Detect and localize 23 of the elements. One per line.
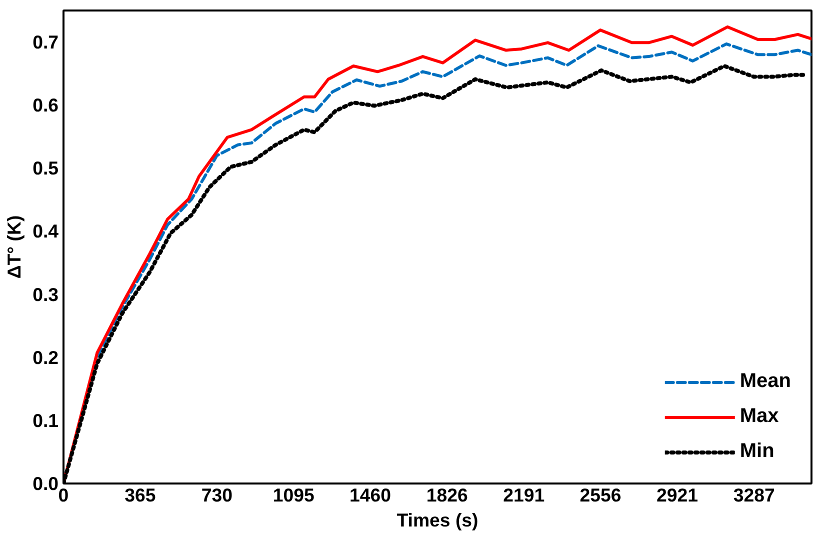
y-tick-label: 0.2 [32,346,59,368]
legend-label: Max [740,405,779,428]
y-tick-label: 0.3 [32,284,59,305]
x-tick-label: 1095 [272,484,314,506]
y-tick-label: 0.6 [32,94,59,116]
y-axis-title: ΔT° (K) [4,215,25,279]
x-tick-label: 0 [58,484,69,506]
y-tick-label: 0.0 [32,473,59,494]
x-tick-label: 2191 [503,484,545,506]
y-tick-label: 0.1 [32,410,59,431]
legend-label: Mean [740,370,791,393]
x-tick-label: 2921 [656,484,698,506]
x-axis-title: Times (s) [396,510,478,530]
x-tick-label: 365 [124,484,156,506]
y-tick-label: 0.7 [32,32,59,53]
legend-label: Min [740,440,774,463]
y-tick-label: 0.4 [32,220,60,242]
x-tick-label: 3287 [733,484,775,506]
x-tick-label: 1460 [350,484,392,506]
x-tick-label: 1826 [426,484,468,506]
y-tick-label: 0.5 [32,158,59,179]
x-tick-label: 730 [201,484,232,506]
x-tick-label: 2556 [580,484,622,506]
